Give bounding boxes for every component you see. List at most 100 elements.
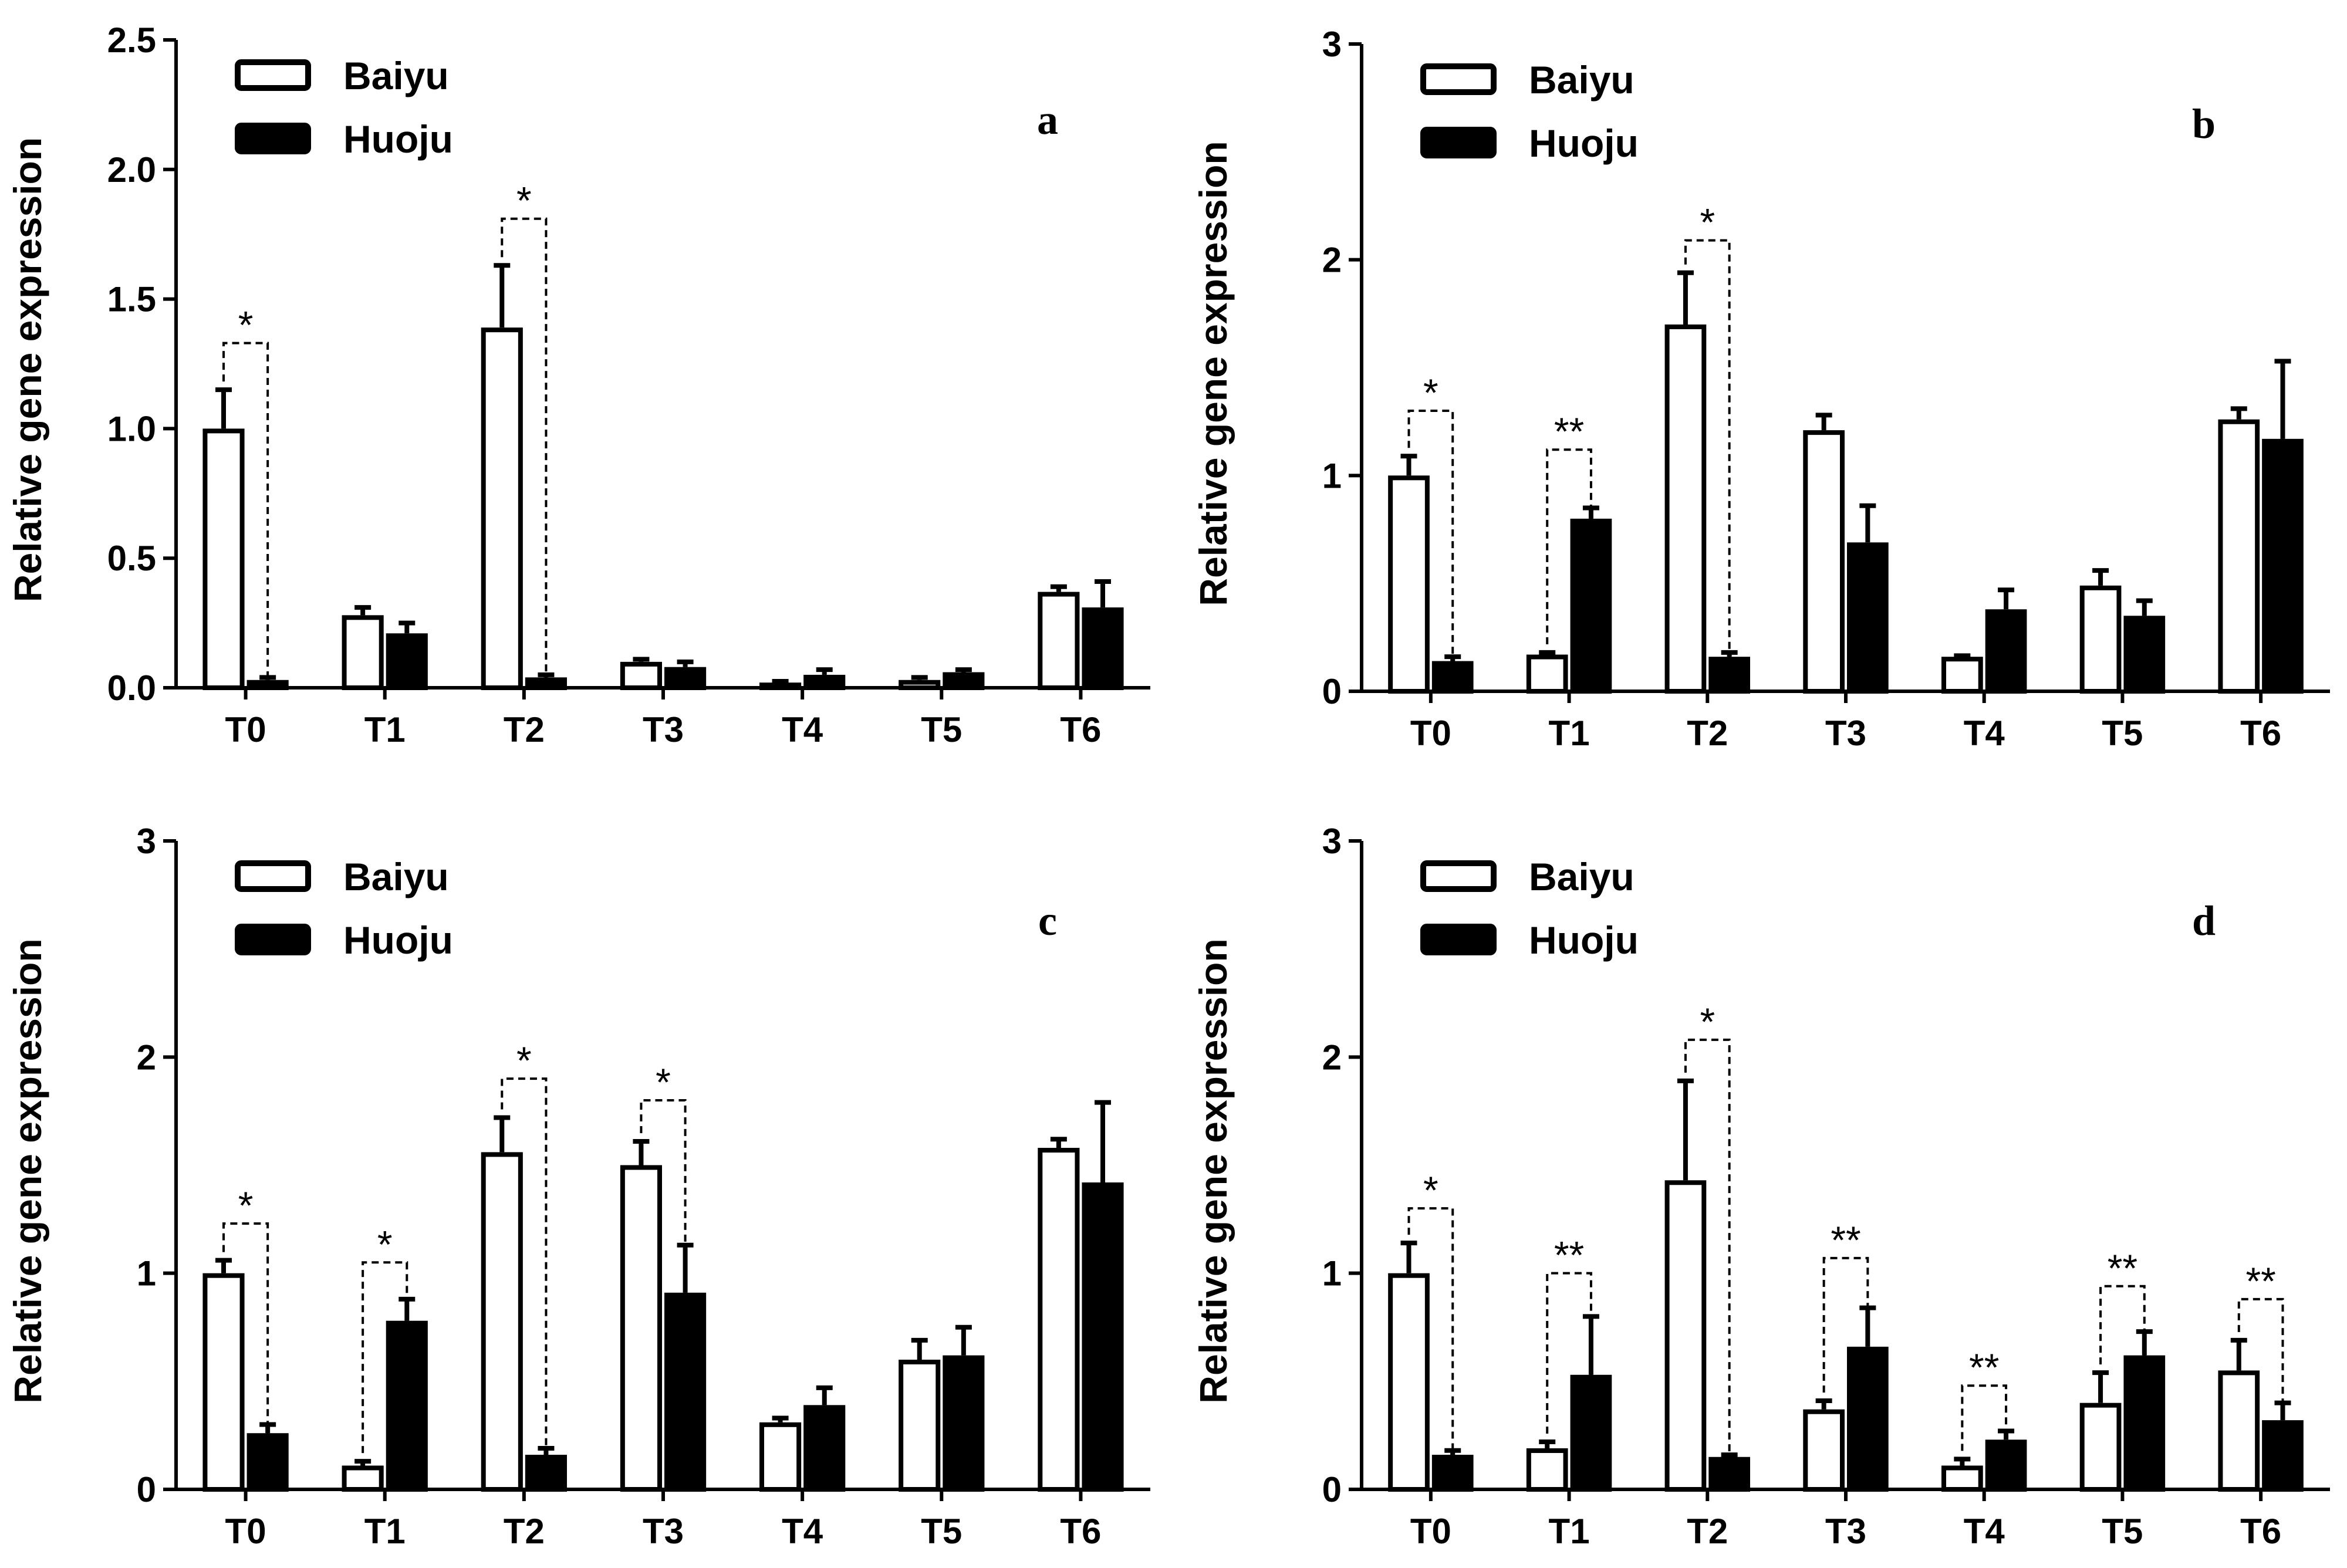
bar-baiyu-T6: [2218, 419, 2260, 694]
chart-panel-c: 0 1 2 3 Relative gene expression T0 T1 T2 T3 T4 T5…: [6, 822, 1150, 1551]
x-tick-label-T0: T0: [1410, 714, 1451, 753]
significance-label-T3: *: [656, 1060, 671, 1104]
bar-huoju-T2: [1708, 657, 1750, 694]
bar-baiyu-T2: [1664, 1180, 1707, 1492]
y-axis-label: Relative gene expression: [6, 137, 49, 602]
significance-bracket-T2: [1684, 239, 1731, 687]
significance-bracket-T3: [1822, 1256, 1869, 1485]
x-tick-label-T0: T0: [1410, 1512, 1451, 1551]
bar-baiyu-T5: [899, 680, 941, 690]
legend-label-baiyu: Baiyu: [343, 54, 449, 97]
bar-huoju-T3: [1847, 1346, 1889, 1492]
x-tick-label-T4: T4: [1964, 714, 2005, 753]
legend-swatch-huoju: [1420, 127, 1497, 158]
bar-baiyu-T3: [1803, 1409, 1845, 1492]
legend-swatch-huoju: [235, 924, 311, 955]
bar-baiyu-T4: [759, 682, 802, 690]
bar-baiyu-T3: [1803, 430, 1845, 694]
bar-baiyu-T1: [342, 615, 384, 691]
significance-label-T1: **: [1554, 1234, 1584, 1277]
significance-label-T0: *: [1423, 1168, 1438, 1212]
panel-label: c: [1038, 897, 1057, 944]
bar-baiyu-T5: [2079, 1403, 2122, 1492]
significance-label-T1: **: [1554, 410, 1584, 453]
bar-baiyu-T4: [1941, 657, 1983, 694]
bar-baiyu-T4: [759, 1422, 802, 1492]
x-tick-label-T5: T5: [921, 710, 962, 749]
significance-label-T4: **: [1969, 1346, 1999, 1389]
y-tick-label: 1: [1322, 456, 1342, 495]
x-tick-label-T2: T2: [1687, 1512, 1728, 1551]
x-tick-label-T3: T3: [1825, 1512, 1866, 1551]
y-tick-label: 2.0: [107, 150, 156, 190]
x-tick-label-T1: T1: [364, 710, 406, 749]
significance-label-T6: **: [2245, 1259, 2275, 1303]
y-tick-label: 1.0: [107, 409, 156, 448]
bar-huoju-T4: [803, 674, 846, 691]
bar-baiyu-T6: [1038, 1148, 1080, 1492]
bar-baiyu-T0: [1388, 1273, 1430, 1492]
y-tick-label: 0.5: [107, 539, 156, 578]
significance-label-T3: **: [1831, 1218, 1860, 1262]
significance-bracket-T1: [362, 1261, 408, 1485]
y-tick-label: 2.5: [107, 21, 156, 60]
y-axis-label: Relative gene expression: [6, 938, 49, 1403]
x-tick-label-T4: T4: [782, 710, 823, 749]
chart-panel-a: 0.0 0.5 1.0 1.5 2.0 2.5 Relative gene expressi…: [6, 21, 1150, 749]
significance-bracket-T1: [1546, 448, 1592, 687]
bar-huoju-T5: [2123, 616, 2166, 694]
bar-baiyu-T5: [899, 1360, 941, 1492]
bar-baiyu-T1: [1526, 1448, 1568, 1492]
bar-baiyu-T2: [481, 327, 523, 690]
legend-label-baiyu: Baiyu: [1529, 855, 1635, 898]
y-tick-label: 3: [137, 822, 156, 861]
bar-huoju-T0: [1431, 661, 1474, 694]
x-tick-label-T5: T5: [2102, 1512, 2143, 1551]
y-tick-label: 1: [137, 1254, 156, 1293]
legend-label-huoju: Huoju: [343, 918, 453, 962]
bar-huoju-T5: [943, 1355, 985, 1492]
significance-label-T2: *: [516, 1039, 532, 1082]
significance-bracket-T5: [2099, 1285, 2146, 1485]
x-tick-label-T5: T5: [921, 1512, 962, 1551]
y-tick-label: 3: [1322, 25, 1342, 64]
bar-huoju-T1: [386, 633, 428, 691]
legend-swatch-baiyu: [235, 860, 311, 892]
significance-label-T0: *: [1423, 371, 1438, 414]
x-tick-label-T0: T0: [225, 1512, 266, 1551]
significance-label-T5: **: [2108, 1246, 2137, 1290]
bar-baiyu-T5: [2079, 585, 2122, 694]
bar-huoju-T0: [246, 680, 289, 690]
y-tick-label: 2: [1322, 241, 1342, 280]
bar-baiyu-T6: [2218, 1370, 2260, 1492]
bar-huoju-T4: [1985, 1439, 2027, 1492]
bar-huoju-T3: [1847, 542, 1889, 694]
significance-bracket-T0: [1407, 1207, 1454, 1485]
bar-huoju-T6: [2262, 1420, 2304, 1492]
x-tick-label-T2: T2: [504, 710, 545, 749]
significance-label-T2: *: [1700, 201, 1715, 244]
significance-bracket-T3: [640, 1099, 687, 1485]
bar-baiyu-T4: [1941, 1465, 1983, 1492]
legend-swatch-huoju: [1420, 924, 1497, 955]
legend-label-huoju: Huoju: [343, 117, 453, 161]
x-tick-label-T6: T6: [2240, 714, 2281, 753]
bar-huoju-T6: [1082, 1182, 1124, 1492]
bar-baiyu-T1: [342, 1465, 384, 1492]
bar-baiyu-T6: [1038, 592, 1080, 690]
x-tick-label-T1: T1: [1549, 714, 1590, 753]
significance-bracket-T0: [222, 342, 269, 683]
x-tick-label-T4: T4: [782, 1512, 823, 1551]
x-tick-label-T1: T1: [1549, 1512, 1590, 1551]
x-tick-label-T2: T2: [504, 1512, 545, 1551]
bar-baiyu-T3: [620, 661, 663, 690]
legend-swatch-baiyu: [1420, 860, 1497, 892]
significance-bracket-T2: [1684, 1038, 1731, 1485]
legend-label-huoju: Huoju: [1529, 918, 1639, 962]
x-tick-label-T3: T3: [643, 710, 684, 749]
significance-bracket-T6: [2237, 1297, 2284, 1485]
bar-baiyu-T1: [1526, 654, 1568, 694]
significance-bracket-T1: [1546, 1272, 1592, 1485]
legend-swatch-huoju: [235, 123, 311, 154]
x-tick-label-T1: T1: [364, 1512, 406, 1551]
